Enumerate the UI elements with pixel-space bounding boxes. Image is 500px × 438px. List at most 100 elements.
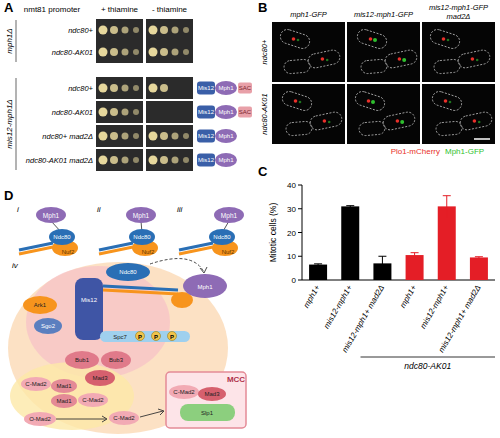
component-bub1 [65, 351, 99, 369]
gfp-spot [373, 38, 377, 42]
sketch-label: Ndc80 [53, 234, 71, 240]
construct-mis12 [197, 106, 215, 119]
micrograph [272, 22, 345, 82]
group-label: ndc80-AK01 [404, 361, 451, 371]
column-label-line: mad2Δ [447, 12, 471, 21]
component-ndc80 [106, 263, 150, 281]
error-bar [378, 256, 386, 270]
component-label: Bub3 [109, 357, 124, 363]
construct-label: Mph1 [218, 157, 234, 163]
error-cap [314, 263, 322, 264]
component-label: Ark1 [34, 302, 47, 308]
panel-letter: A [4, 0, 14, 15]
spindle-pole-spot [471, 57, 475, 61]
arrow-head [102, 416, 107, 422]
plate [96, 101, 143, 123]
cell-outline [429, 28, 462, 51]
column-label: mis12-mph1-GFPmad2Δ [429, 3, 488, 21]
x-tick-label: mis12-mph1+ mad2Δ [437, 283, 483, 354]
y-tick [298, 208, 302, 209]
plate [96, 149, 143, 171]
growth-spot [160, 48, 168, 56]
x-axis [302, 280, 495, 281]
panel-d: DiMph1Ndc80Nuf2iiMph1Ndc80Nuf2iiiMph1Ndc… [4, 188, 246, 434]
component-c-mad2 [78, 393, 108, 407]
cell-outline [433, 59, 460, 74]
legend-entry: Mph1-GFP [445, 147, 484, 156]
strain-label: ndc80+ [68, 26, 93, 35]
y-tick [298, 280, 302, 281]
growth-spot [133, 157, 139, 163]
gfp-spot [449, 101, 452, 104]
component-mis12 [75, 278, 103, 340]
construct-sac [238, 83, 252, 94]
sketch-label: Nuf2 [62, 249, 75, 255]
component-label: Spc7 [113, 334, 127, 340]
growth-spot [172, 27, 179, 34]
plate [146, 149, 193, 171]
component-mad1 [51, 379, 77, 393]
growth-spot [160, 132, 168, 140]
construct-mph1 [215, 81, 237, 95]
y-axis [302, 185, 303, 280]
cell-outline [356, 28, 389, 51]
spindle-pole-spot [367, 99, 371, 103]
component-mad3 [85, 370, 115, 386]
row-label: ndc80+ [260, 39, 269, 64]
spindle-pole-spot [398, 57, 402, 61]
growth-spot [122, 27, 129, 34]
spindle-pole-spot [292, 37, 296, 41]
growth-spot [160, 156, 168, 164]
error-bar [443, 196, 451, 217]
growth-spot [149, 156, 158, 165]
scale-bar [474, 138, 490, 140]
component-label: Slp1 [201, 410, 214, 416]
construct-label: Mph1 [218, 109, 234, 115]
inner-zone [26, 266, 170, 378]
growth-spot [172, 133, 179, 140]
arrow-head [158, 409, 164, 415]
error-cap [378, 256, 386, 257]
x-tick-label: mis12-mph1+ mad2Δ [340, 284, 386, 355]
sketch-numeral: ii [97, 205, 101, 214]
coiled-coil [19, 247, 53, 254]
component-mad1 [51, 394, 77, 408]
component-label: Mad1 [56, 398, 72, 404]
component-o-mad2 [24, 412, 56, 426]
growth-spot [99, 132, 108, 141]
y-tick-label: 40 [287, 181, 296, 190]
construct-mph1 [215, 105, 237, 119]
x-tick-label: mis12-mph1+ [322, 283, 354, 330]
cell-outline [309, 111, 343, 131]
cell-outline [431, 90, 464, 113]
cell-outline [283, 59, 310, 74]
spindle-pole-spot [321, 57, 325, 61]
construct-label: Mis12 [198, 109, 215, 115]
error-cap [346, 205, 354, 206]
phospho-label: P [138, 334, 142, 340]
group-bracket [16, 20, 17, 62]
component-label: Bub1 [75, 357, 90, 363]
cell-outline [360, 59, 387, 74]
y-tick-label: 30 [287, 205, 296, 214]
growth-spot [110, 26, 118, 34]
gfp-spot [326, 59, 329, 62]
construct-label: Mph1 [218, 85, 234, 91]
cell-outline [435, 121, 462, 136]
plate [146, 101, 193, 123]
gfp-spot [297, 39, 300, 42]
error-bar [314, 264, 322, 265]
component-bub3 [101, 351, 131, 369]
micrograph [272, 84, 345, 144]
sketch-numeral: i [17, 205, 19, 214]
gfp-spot [371, 100, 375, 104]
promoter-label: nmt81 promoter [24, 5, 81, 14]
component-label: O-Mad2 [29, 416, 51, 422]
growth-spot [149, 132, 158, 141]
growth-spot [99, 48, 108, 57]
sketch-label: Nuf2 [142, 249, 155, 255]
x-tick-label: mis12-mph1+ [418, 283, 450, 330]
growth-spot [110, 108, 118, 116]
spindle-pole-spot [323, 119, 327, 123]
group-bracket [361, 357, 496, 358]
